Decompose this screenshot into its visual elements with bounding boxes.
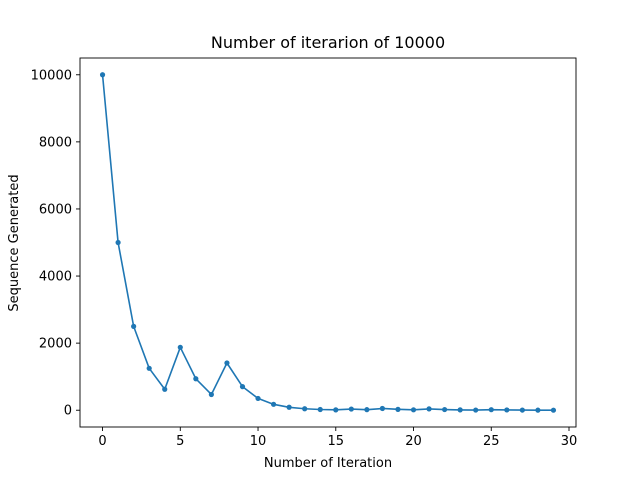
x-tick-label: 10	[250, 434, 267, 449]
data-point	[364, 407, 370, 413]
data-point	[426, 406, 432, 412]
data-point	[379, 405, 386, 412]
data-point	[255, 395, 261, 402]
x-tick-label: 15	[328, 434, 345, 449]
data-point	[333, 407, 339, 413]
data-point	[535, 407, 541, 413]
y-axis-label: Sequence Generated	[7, 174, 22, 311]
data-point	[146, 365, 152, 371]
data-point	[519, 407, 525, 413]
data-point	[348, 406, 354, 412]
y-tick-label: 2000	[39, 337, 72, 352]
data-point	[193, 376, 199, 382]
plot-frame	[79, 57, 577, 428]
data-point	[302, 406, 308, 412]
data-point	[177, 344, 183, 350]
data-point	[208, 391, 214, 398]
data-point	[473, 407, 479, 413]
data-point	[224, 360, 230, 366]
data-point	[488, 407, 494, 413]
y-tick-label: 0	[64, 404, 72, 419]
x-tick-label: 5	[176, 434, 184, 449]
data-point	[131, 323, 137, 329]
data-point	[410, 407, 417, 413]
y-tick-label: 8000	[39, 135, 72, 150]
data-point	[550, 407, 557, 413]
x-tick-label: 20	[405, 434, 422, 449]
data-point	[270, 401, 277, 407]
data-point	[162, 386, 168, 392]
y-tick-label: 6000	[39, 202, 72, 217]
data-point	[395, 406, 401, 412]
data-point	[115, 239, 121, 246]
data-point	[317, 406, 323, 413]
x-tick-label: 25	[483, 434, 500, 449]
y-tick-label: 4000	[39, 270, 72, 285]
data-point	[442, 406, 448, 413]
data-point	[504, 407, 510, 413]
x-axis-label: Number of Iteration	[264, 456, 392, 471]
data-point	[286, 404, 292, 410]
data-point	[99, 72, 106, 78]
data-point	[457, 407, 463, 413]
x-tick-label: 30	[561, 434, 578, 449]
data-point	[239, 384, 246, 390]
chart-title: Number of iterarion of 10000	[211, 33, 445, 52]
x-tick-label: 0	[98, 434, 106, 449]
y-tick-label: 10000	[31, 68, 72, 83]
